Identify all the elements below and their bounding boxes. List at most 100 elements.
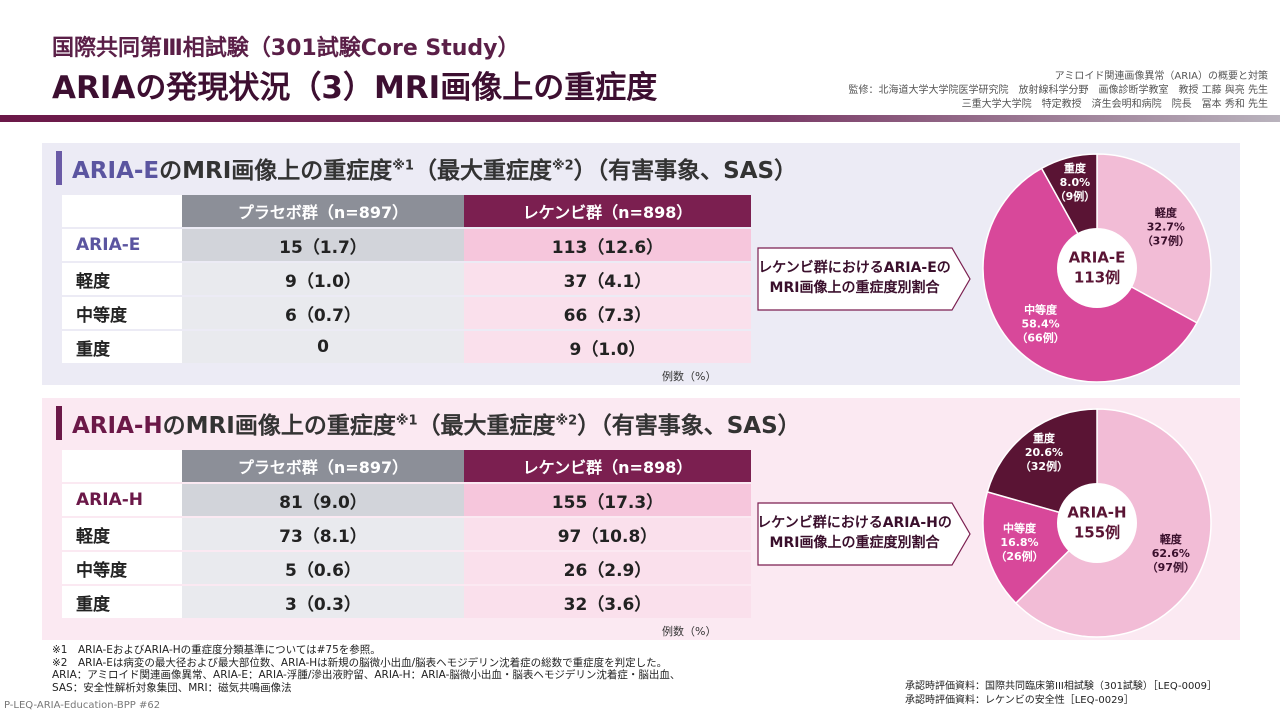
text-line: 承認時評価資料：レケンビの安全性［LEQ-0029］ (905, 695, 1134, 706)
corner (62, 195, 182, 227)
cell: 73（8.1） (182, 518, 464, 550)
text-line: ARIA：アミロイド関連画像異常、ARIA-E：ARIA-浮腫/滲出液貯留、AR… (52, 669, 681, 681)
column-header: レケンビ群（n=898） (464, 450, 751, 482)
text-line: SAS：安全性解析対象集団、MRI：磁気共鳴画像法 (52, 681, 292, 694)
subtitle: 国際共同第Ⅲ相試験（301試験Core Study） (52, 36, 520, 61)
header-bar (0, 115, 1280, 122)
table: プラセボ群（n=897） レケンビ群（n=898） ARIA-E 15（1.7） 113… (62, 193, 751, 365)
callout-text: レケンビ群におけるARIA-Hの MRI画像上の重症度別割合 (757, 504, 952, 553)
slice-label: 32.7% (1147, 220, 1185, 233)
center-label: 113例 (1074, 269, 1120, 287)
note-ref: ※2 (555, 413, 578, 429)
text-line: アミロイド関連画像異常（ARIA）の概要と対策 (1054, 71, 1268, 82)
text-line: ※1 ARIA-EおよびARIA-Hの重症度分類基準については#75を参照。 (52, 644, 381, 656)
row-label: ARIA-H (62, 484, 182, 516)
table: プラセボ群（n=897） レケンビ群（n=898） ARIA-H 81（9.0） 155… (62, 448, 751, 620)
slice-label: 軽度 (1155, 205, 1178, 219)
center-label: ARIA-E (1069, 249, 1126, 267)
cell: 3（0.3） (182, 586, 464, 618)
callout-line: レケンビ群におけるARIA-Hの (757, 515, 952, 531)
center-label: ARIA-H (1067, 504, 1126, 522)
center-label: 155例 (1074, 524, 1120, 542)
slice-label: （97例） (1147, 560, 1195, 574)
row-label: 軽度 (62, 518, 182, 550)
row-label: 中等度 (62, 297, 182, 329)
section-heading: ARIA-EのMRI画像上の重症度※1（最大重症度※2）（有害事象、SAS） (56, 151, 797, 185)
table-row: ARIA-E 15（1.7） 113（12.6） (62, 229, 751, 261)
heading-text: ）（有害事象、SAS） (577, 413, 801, 439)
slice-label: 重度 (1064, 161, 1087, 175)
callout-shape (757, 502, 971, 566)
row-label: 重度 (62, 586, 182, 618)
text-line: 三重大学大学院 特定教授 済生会明和病院 院長 冨本 秀和 先生 (961, 99, 1268, 110)
text-line: 監修：北海道大学大学院医学研究院 放射線科学分野 画像診断学教室 教授 工藤 與… (848, 85, 1268, 96)
heading-text: （最大重症度 (413, 158, 552, 184)
header-row: プラセボ群（n=897） レケンビ群（n=898） (62, 195, 751, 227)
table-row: 重度 0 9（1.0） (62, 331, 751, 363)
table-row: 軽度 9（1.0） 37（4.1） (62, 263, 751, 295)
column-header: レケンビ群（n=898） (464, 195, 751, 227)
callout-arrow (757, 247, 971, 311)
table-row: 中等度 5（0.6） 26（2.9） (62, 552, 751, 584)
section: ARIA-EのMRI画像上の重症度※1（最大重症度※2）（有害事象、SAS） プラ… (42, 143, 1240, 385)
cell: 15（1.7） (182, 229, 464, 261)
cell: 37（4.1） (464, 263, 751, 295)
cell: 26（2.9） (464, 552, 751, 584)
slice-label: 62.6% (1152, 547, 1190, 560)
row-label: 重度 (62, 331, 182, 363)
slice-label: （9例） (1055, 189, 1096, 203)
row-label: 軽度 (62, 263, 182, 295)
cell: 5（0.6） (182, 552, 464, 584)
heading-text: のMRI画像上の重症度 (159, 158, 393, 184)
callout-shape (757, 247, 971, 311)
slice-label: 軽度 (1160, 532, 1183, 546)
unit-note: 例数（%） (662, 370, 717, 383)
note-ref: ※2 (551, 158, 574, 174)
cell: 113（12.6） (464, 229, 751, 261)
callout-line: MRI画像上の重症度別割合 (769, 280, 940, 296)
section: ARIA-HのMRI画像上の重症度※1（最大重症度※2）（有害事象、SAS） プラ… (42, 398, 1240, 640)
cell: 6（0.7） (182, 297, 464, 329)
callout-text: レケンビ群におけるARIA-Eの MRI画像上の重症度別割合 (757, 249, 952, 298)
slice-label: 20.6% (1025, 446, 1063, 459)
donut-hole (1057, 483, 1137, 563)
slice-label: 中等度 (1024, 303, 1058, 317)
table-row: 重度 3（0.3） 32（3.6） (62, 586, 751, 618)
note-ref: ※1 (395, 413, 418, 429)
cell: 66（7.3） (464, 297, 751, 329)
cell: 97（10.8） (464, 518, 751, 550)
cell: 32（3.6） (464, 586, 751, 618)
cell: 9（1.0） (182, 263, 464, 295)
row-label: ARIA-E (62, 229, 182, 261)
footnotes: ※1 ARIA-EおよびARIA-Hの重症度分類基準については#75を参照。 ※2… (52, 644, 680, 694)
heading-text: （最大重症度 (417, 413, 556, 439)
heading-text: のMRI画像上の重症度 (162, 413, 396, 439)
corner (62, 450, 182, 482)
heading-lead: ARIA-H (72, 413, 163, 439)
cell: 155（17.3） (464, 484, 751, 516)
heading-lead: ARIA-E (72, 158, 160, 184)
callout: レケンビ群におけるARIA-Hの MRI画像上の重症度別割合 (757, 502, 971, 566)
cell: 81（9.0） (182, 484, 464, 516)
slice-label: 58.4% (1021, 318, 1059, 331)
column-header: プラセボ群（n=897） (182, 450, 464, 482)
title: ARIAの発現状況（3）MRI画像上の重症度 (52, 70, 658, 106)
text-line: 承認時評価資料：国際共同臨床第III相試験（301試験）［LEQ-0009］ (905, 681, 1218, 692)
cell: 9（1.0） (464, 331, 751, 363)
slice-label: （66例） (1016, 331, 1064, 345)
column-header: プラセボ群（n=897） (182, 195, 464, 227)
callout-arrow (757, 502, 971, 566)
heading-text: ）（有害事象、SAS） (573, 158, 798, 184)
slice-label: 重度 (1033, 431, 1056, 445)
header-row: プラセボ群（n=897） レケンビ群（n=898） (62, 450, 751, 482)
donut-hole (1057, 228, 1137, 308)
slide-code: P-LEQ-ARIA-Education-BPP #62 (4, 700, 161, 711)
cell: 0 (182, 331, 464, 363)
callout-line: MRI画像上の重症度別割合 (769, 535, 940, 551)
callout-line: レケンビ群におけるARIA-Eの (758, 260, 951, 276)
table-row: 軽度 73（8.1） 97（10.8） (62, 518, 751, 550)
slice-label: （37例） (1142, 233, 1190, 247)
